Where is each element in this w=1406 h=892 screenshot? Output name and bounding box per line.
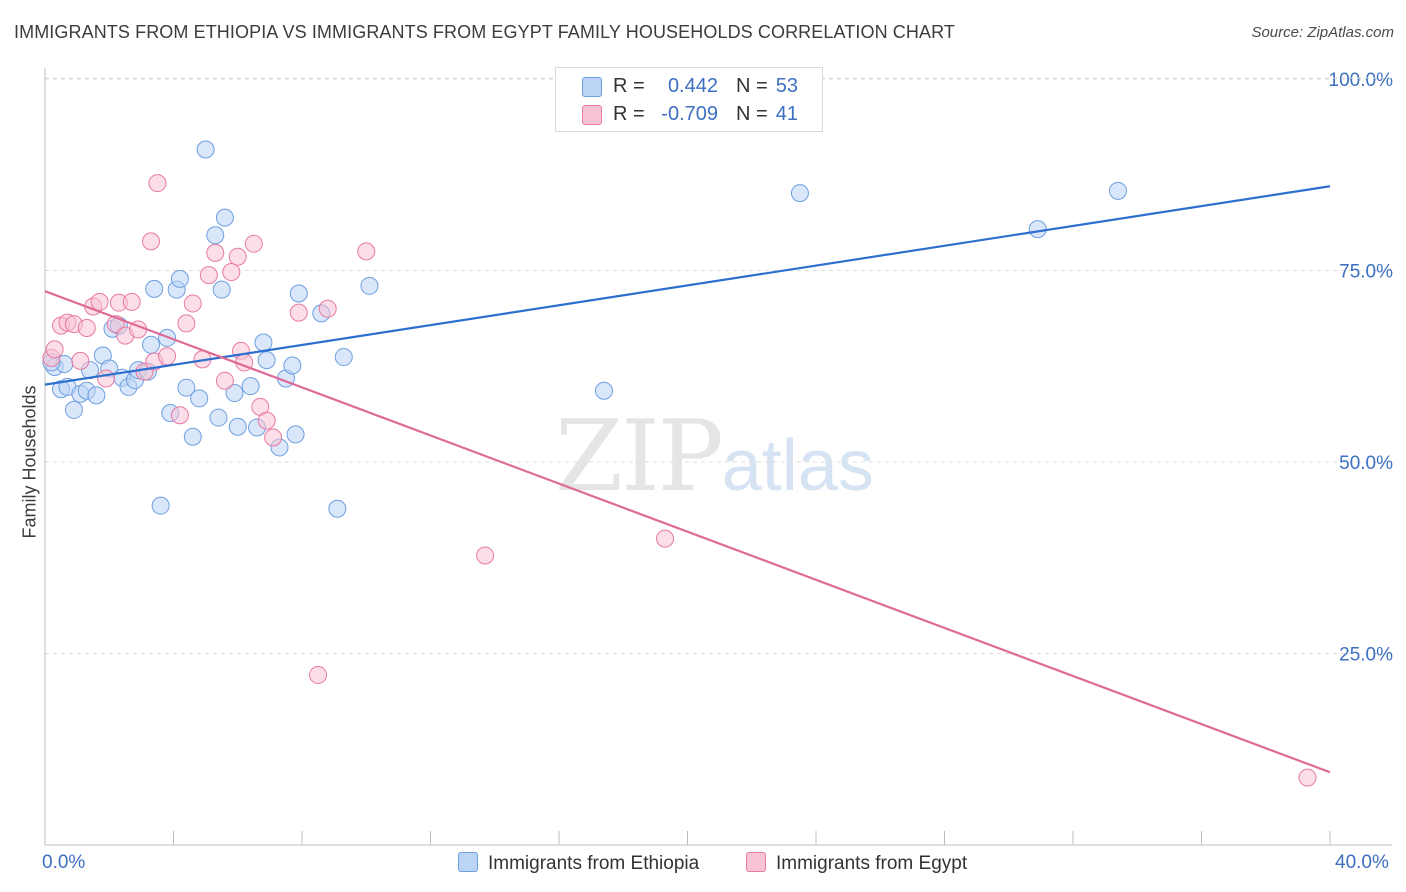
chart-title: IMMIGRANTS FROM ETHIOPIA VS IMMIGRANTS F… [14,22,955,42]
data-point-ethiopia [145,279,164,298]
data-point-ethiopia [241,377,260,396]
x-tick-label-max: 40.0% [1335,852,1389,873]
data-point-egypt [656,529,675,548]
data-point-ethiopia [206,226,225,245]
y-tick-label: 25.0% [1339,645,1393,666]
legend-item-egypt: Immigrants from Egypt [746,852,967,875]
data-point-egypt [183,294,202,313]
trend-line-egypt [44,290,1331,774]
data-point-egypt [228,247,247,266]
data-point-egypt [45,340,64,359]
legend-n-label: N = [736,103,768,125]
data-point-ethiopia [257,351,276,370]
legend-n-value: 41 [775,103,798,125]
data-point-ethiopia [254,333,273,352]
data-point-egypt [318,299,337,318]
data-point-ethiopia [183,427,202,446]
data-point-ethiopia [1028,220,1047,239]
data-point-egypt [222,263,241,282]
watermark: ZIPatlas [555,400,874,514]
legend-n-value: 53 [775,75,798,97]
data-point-ethiopia [151,496,170,515]
legend-r-value: 0.442 [667,75,718,97]
data-point-egypt [170,406,189,425]
data-point-egypt [357,242,376,261]
data-point-egypt [148,174,167,193]
data-point-ethiopia [225,384,244,403]
data-point-egypt [257,411,276,430]
trend-line-ethiopia [44,185,1331,386]
data-point-egypt [71,351,90,370]
legend-swatch-ethiopia [458,852,478,872]
data-point-ethiopia [209,408,228,427]
data-point-egypt [90,292,109,311]
data-point-egypt [142,232,161,251]
data-point-egypt [97,369,116,388]
data-point-egypt [289,303,308,322]
data-point-ethiopia [1108,181,1127,200]
data-point-ethiopia [790,184,809,203]
data-point-ethiopia [196,140,215,159]
correlation-legend: R = 0.442 N = 53 R = -0.709 N = 41 [555,67,823,132]
data-point-ethiopia [283,356,302,375]
data-point-ethiopia [594,381,613,400]
y-tick-label: 100.0% [1329,70,1394,91]
data-point-egypt [264,428,283,447]
data-point-egypt [77,318,96,337]
data-point-ethiopia [142,335,161,354]
y-tick-label: 50.0% [1339,453,1393,474]
legend-swatch-egypt [746,852,766,872]
data-point-egypt [206,243,225,262]
data-point-ethiopia [215,208,234,227]
legend-item-ethiopia: Immigrants from Ethiopia [458,852,699,875]
legend-label-egypt: Immigrants from Egypt [776,853,968,874]
data-point-ethiopia [212,280,231,299]
data-point-ethiopia [328,499,347,518]
data-point-ethiopia [228,417,247,436]
data-point-egypt [309,665,328,684]
data-point-ethiopia [87,386,106,405]
data-point-ethiopia [64,400,83,419]
legend-n-label: N = [736,75,768,97]
data-point-ethiopia [289,284,308,303]
data-point-egypt [122,292,141,311]
legend-swatch-ethiopia [582,77,602,97]
data-point-ethiopia [177,378,196,397]
y-tick-label: 75.0% [1339,262,1393,283]
data-point-ethiopia [170,269,189,288]
data-point-egypt [244,234,263,253]
legend-r-label: R = [613,103,645,125]
data-point-egypt [158,347,177,366]
legend-r-value: -0.709 [661,103,718,125]
data-point-ethiopia [286,425,305,444]
legend-label-ethiopia: Immigrants from Ethiopia [488,853,700,874]
data-point-ethiopia [334,348,353,367]
legend-r-label: R = [613,75,645,97]
x-tick-label-min: 0.0% [42,852,86,873]
data-point-egypt [476,546,495,565]
data-point-egypt [177,314,196,333]
data-point-ethiopia [190,389,209,408]
data-point-egypt [1298,768,1317,787]
data-point-egypt [215,371,234,390]
legend-swatch-egypt [582,105,602,125]
watermark-zip: ZIP [555,400,724,514]
data-point-ethiopia [360,276,379,295]
watermark-atlas: atlas [721,426,874,506]
data-point-egypt [199,266,218,285]
source-label: Source: ZipAtlas.com [1251,24,1394,41]
